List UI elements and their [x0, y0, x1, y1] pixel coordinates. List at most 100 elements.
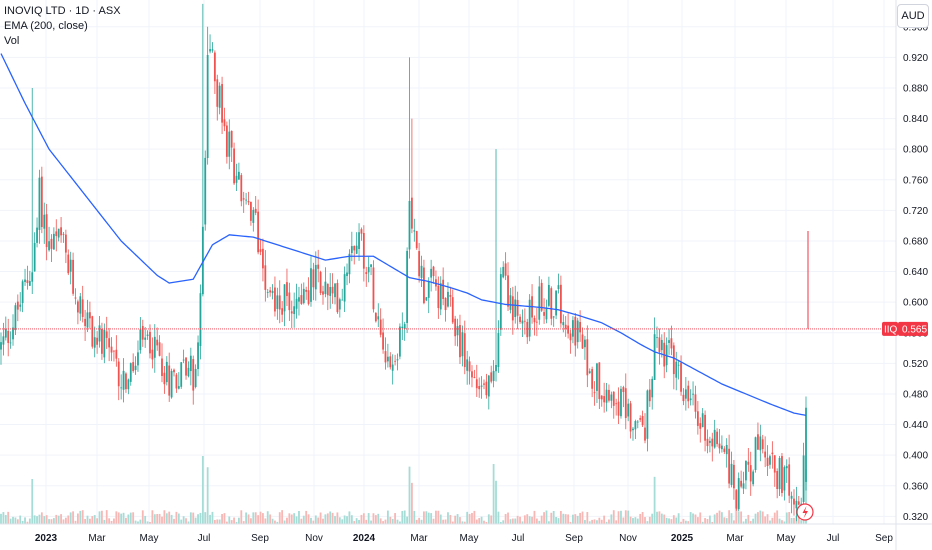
- candle-body: [93, 337, 96, 348]
- volume-bar: [254, 512, 257, 524]
- volume-bar: [747, 514, 750, 524]
- volume-bar: [374, 515, 377, 524]
- volume-bar: [96, 518, 99, 524]
- candle-body: [213, 52, 216, 82]
- candle-body: [696, 411, 699, 426]
- candle-body: [576, 320, 579, 343]
- candle-body: [326, 283, 329, 296]
- time-tick-label: Jul: [198, 533, 211, 544]
- candle-body: [800, 503, 803, 505]
- candle-body: [89, 312, 91, 319]
- candle-body: [559, 284, 562, 324]
- volume-bar: [444, 519, 447, 524]
- volume-bar: [406, 516, 409, 524]
- candle-body: [473, 376, 476, 378]
- volume-bar: [403, 510, 406, 524]
- time-tick-label: Mar: [88, 533, 106, 544]
- volume-bar: [668, 518, 670, 524]
- candle-body: [761, 439, 764, 450]
- volume-bar: [677, 513, 680, 524]
- symbol-title[interactable]: INOVIQ LTD · 1D · ASX: [4, 5, 121, 17]
- volume-bar: [689, 512, 692, 524]
- candle-body: [550, 288, 553, 319]
- candle-body: [158, 342, 161, 356]
- candle-body: [511, 296, 514, 321]
- time-tick-label: May: [460, 533, 479, 544]
- volume-indicator-label[interactable]: Vol: [4, 35, 20, 47]
- candle-body: [33, 242, 36, 272]
- volume-bar: [144, 515, 147, 524]
- volume-bar: [389, 516, 392, 524]
- volume-bar: [413, 510, 416, 524]
- volume-bar: [723, 517, 726, 524]
- volume-bar: [187, 521, 190, 524]
- volume-bar: [497, 511, 500, 524]
- volume-bar: [473, 510, 476, 524]
- volume-bar: [93, 515, 96, 524]
- candle-body: [790, 495, 793, 499]
- time-tick-label: May: [140, 533, 159, 544]
- volume-bar: [567, 514, 570, 524]
- volume-bar: [535, 518, 538, 524]
- candle-body: [783, 467, 786, 491]
- time-axis[interactable]: 2023 Mar May Jul Sep Nov 2024 Mar May Jul Sep Nov 20…: [35, 533, 893, 544]
- candle-body: [19, 304, 22, 307]
- candle-body: [300, 295, 303, 304]
- price-tick-label: 0.320: [903, 512, 928, 523]
- candle-body: [314, 264, 317, 290]
- currency-button[interactable]: AUD: [897, 4, 929, 28]
- candle-body: [584, 339, 586, 348]
- volume-bar: [245, 512, 248, 524]
- candle-body: [711, 438, 714, 447]
- candle-body: [86, 312, 89, 328]
- candle-body: [69, 259, 72, 272]
- price-axis[interactable]: 0.9600.9200.8800.8400.8000.7600.7200.680…: [903, 22, 928, 523]
- lightning-event-icon[interactable]: [796, 503, 814, 521]
- volume-bar: [785, 512, 788, 524]
- volume-bar: [411, 482, 413, 524]
- volume-bar: [805, 469, 807, 524]
- candle-body: [370, 264, 372, 267]
- candle-body: [177, 386, 180, 389]
- candle-body: [57, 228, 60, 238]
- volume-bar: [60, 514, 62, 524]
- volume-bars: [0, 456, 807, 524]
- candle-body: [67, 254, 70, 274]
- volume-bar: [45, 515, 48, 524]
- candle-body: [615, 403, 618, 405]
- volume-bar: [295, 516, 298, 524]
- volume-bar: [386, 510, 389, 524]
- volume-bar: [663, 514, 666, 524]
- volume-bar: [134, 520, 137, 524]
- volume-bar: [43, 516, 46, 524]
- candle-body: [76, 301, 79, 313]
- volume-bar: [2, 512, 5, 524]
- candle-body: [492, 370, 495, 381]
- volume-bar: [521, 521, 524, 524]
- volume-bar: [778, 518, 781, 524]
- candle-body: [403, 324, 406, 330]
- volume-bar: [588, 521, 591, 524]
- volume-bar: [269, 514, 272, 524]
- volume-bar: [146, 521, 149, 524]
- volume-bar: [175, 511, 178, 524]
- candle-body: [593, 392, 596, 394]
- candle-body: [485, 381, 488, 396]
- candle-body: [79, 296, 82, 314]
- price-tick-label: 0.520: [903, 359, 928, 370]
- candle-body: [752, 471, 755, 485]
- volume-bar: [31, 479, 34, 524]
- volume-bar: [209, 514, 211, 524]
- candle-body: [574, 316, 577, 346]
- volume-bar: [612, 510, 615, 524]
- volume-bar: [98, 511, 101, 524]
- volume-bar: [540, 515, 543, 524]
- volume-bar: [557, 518, 560, 524]
- volume-bar: [608, 519, 610, 524]
- volume-bar: [754, 513, 757, 524]
- volume-bar: [84, 518, 87, 524]
- ema-indicator-label[interactable]: EMA (200, close): [4, 20, 88, 32]
- candle-body: [276, 295, 279, 309]
- candle-body: [374, 313, 377, 322]
